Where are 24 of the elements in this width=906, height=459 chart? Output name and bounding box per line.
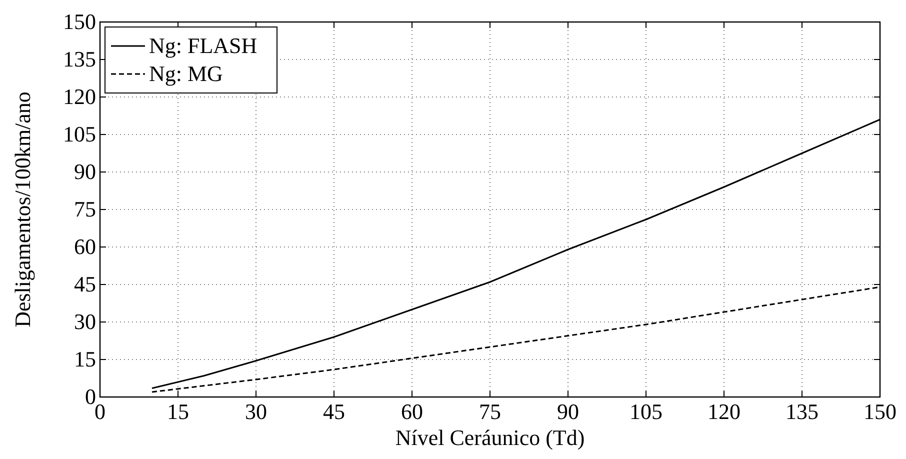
x-tick-label: 90 <box>557 399 579 424</box>
x-tick-label: 30 <box>245 399 267 424</box>
x-tick-label: 60 <box>401 399 423 424</box>
y-tick-label: 75 <box>74 196 96 222</box>
x-tick-label: 15 <box>167 399 189 424</box>
y-axis-title: Desligamentos/100km/ano <box>10 92 35 328</box>
x-tick-label: 120 <box>708 399 740 424</box>
legend-label: Ng: MG <box>149 61 224 86</box>
y-tick-label: 30 <box>74 309 96 334</box>
x-tick-label: 135 <box>786 399 818 424</box>
y-tick-label: 105 <box>63 122 96 146</box>
x-tick-label: 105 <box>630 399 662 424</box>
legend-label: Ng: FLASH <box>149 33 258 58</box>
y-tick-label: 120 <box>63 84 96 109</box>
x-tick-label: 45 <box>323 399 345 424</box>
x-tick-label: 150 <box>864 399 896 424</box>
y-tick-label: 150 <box>63 9 96 34</box>
y-tick-label: 135 <box>63 46 96 72</box>
y-tick-label: 45 <box>74 272 96 296</box>
y-tick-label: 60 <box>74 234 96 259</box>
y-tick-label: 15 <box>74 346 96 372</box>
x-axis-title: Nível Ceráunico (Td) <box>395 425 585 450</box>
y-tick-label: 90 <box>74 159 96 184</box>
x-tick-label: 75 <box>479 399 501 424</box>
